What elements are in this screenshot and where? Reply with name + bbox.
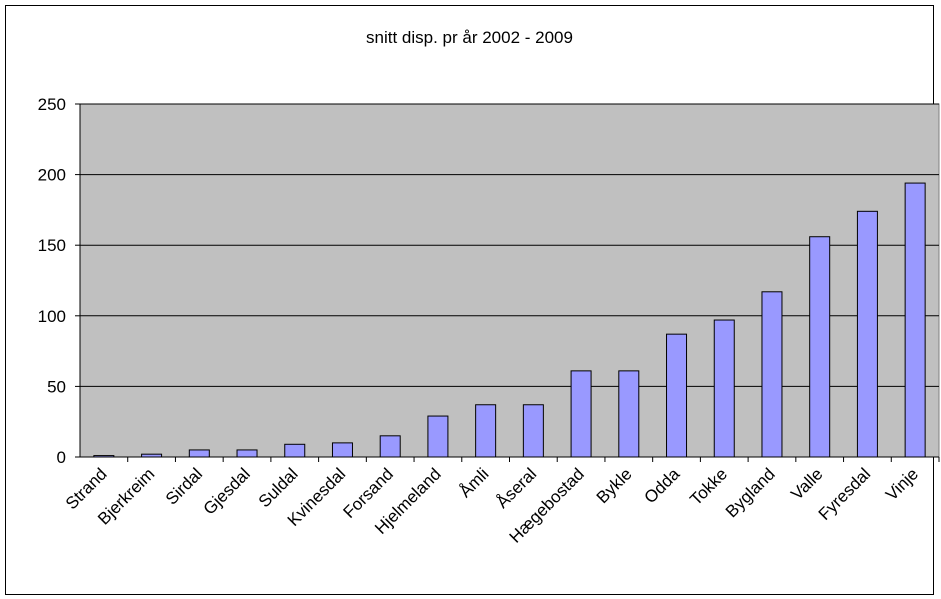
bar — [618, 370, 640, 458]
bar — [284, 443, 306, 458]
bar — [809, 236, 831, 458]
x-tick-label: Gjesdal — [200, 464, 254, 518]
bar — [236, 449, 258, 458]
y-tick-label: 50 — [47, 377, 66, 396]
y-tick-label: 200 — [38, 166, 66, 185]
bar — [188, 449, 210, 458]
x-tick-label: Bykle — [593, 464, 636, 507]
bar — [856, 210, 878, 458]
x-tick-label: Bygland — [722, 464, 779, 521]
bar — [713, 319, 735, 458]
bar — [475, 404, 497, 458]
y-tick-label: 150 — [38, 236, 66, 255]
bar — [904, 182, 926, 458]
x-tick-label: Sirdal — [162, 464, 206, 508]
x-tick-label: Vinje — [882, 464, 922, 504]
x-tick-label: Suldal — [255, 464, 302, 511]
x-tick-label: Odda — [641, 464, 684, 507]
x-tick-label: Fyresdal — [815, 464, 875, 524]
bar — [331, 442, 353, 458]
bar — [427, 415, 449, 458]
bar — [761, 291, 783, 458]
plot-area — [79, 103, 940, 458]
bar — [522, 404, 544, 458]
y-tick-label: 0 — [57, 448, 66, 467]
bar — [666, 333, 688, 458]
bar — [379, 435, 401, 458]
x-tick-label: Tokke — [686, 464, 731, 509]
y-tick-label: 100 — [38, 307, 66, 326]
bar — [141, 453, 163, 458]
x-tick-label: Åmli — [456, 464, 493, 501]
bar — [570, 370, 592, 458]
bar — [93, 455, 115, 458]
x-tick-label: Valle — [787, 464, 826, 503]
y-tick-label: 250 — [38, 95, 66, 114]
chart-title: snitt disp. pr år 2002 - 2009 — [366, 28, 573, 47]
